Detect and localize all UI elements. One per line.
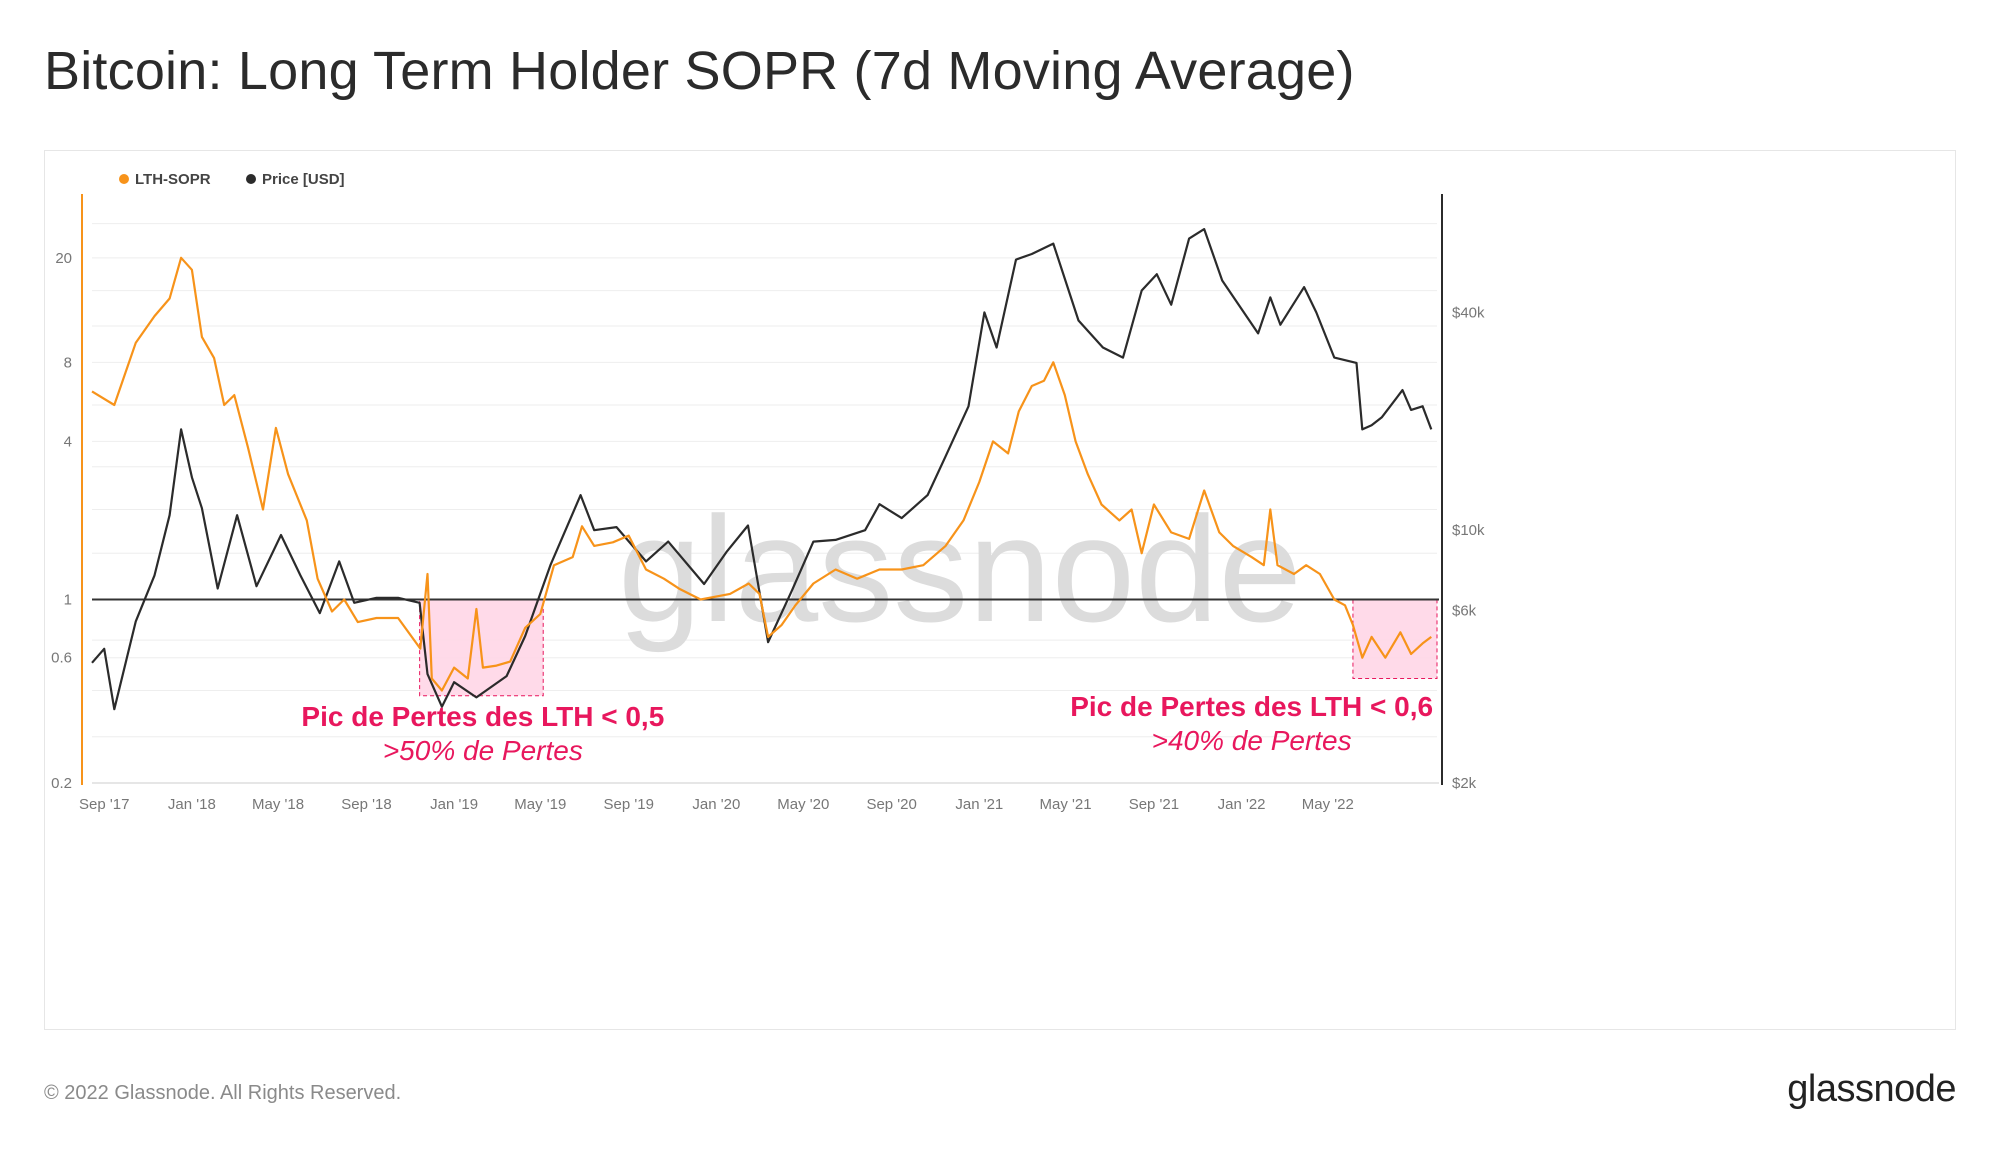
x-tick-label: Sep '21 <box>1129 796 1179 813</box>
chart-svg[interactable]: LTH-SOPR Price [USD] glassnode Sep '17 Ja… <box>45 151 1955 1029</box>
legend-dot-lth-sopr <box>119 174 129 184</box>
x-tick-label: Sep '19 <box>604 796 654 813</box>
chart-frame: LTH-SOPR Price [USD] glassnode Sep '17 Ja… <box>44 150 1956 1030</box>
annotations: Pic de Pertes des LTH < 0,5>50% de Perte… <box>301 691 1433 766</box>
legend-label-price: Price [USD] <box>262 171 345 188</box>
page-title: Bitcoin: Long Term Holder SOPR (7d Movin… <box>44 41 1355 101</box>
x-tick-label: Sep '17 <box>79 796 129 813</box>
x-tick-label: May '22 <box>1302 796 1354 813</box>
y-right-tick-label: $40k <box>1452 304 1485 321</box>
y-left-tick-label: 20 <box>55 250 72 267</box>
x-tick-label: Jan '19 <box>430 796 478 813</box>
x-tick-label: May '21 <box>1040 796 1092 813</box>
x-tick-label: Jan '22 <box>1218 796 1266 813</box>
y-right-tick-label: $6k <box>1452 602 1477 619</box>
y-left-tick-label: 1 <box>64 591 72 608</box>
x-tick-label: Jan '20 <box>692 796 740 813</box>
legend-label-lth-sopr: LTH-SOPR <box>135 171 211 188</box>
legend-item-lth-sopr[interactable]: LTH-SOPR <box>119 171 211 188</box>
lth-sopr-line <box>91 256 1432 692</box>
x-tick-label: Sep '18 <box>341 796 391 813</box>
watermark: glassnode <box>618 485 1302 653</box>
legend-dot-price <box>246 174 256 184</box>
axes <box>81 194 1443 785</box>
y-left-tick-label: 4 <box>64 433 72 450</box>
y-left-tick-label: 0.6 <box>51 650 72 667</box>
footer-copyright: © 2022 Glassnode. All Rights Reserved. <box>44 1082 402 1104</box>
annotation-subtitle: >50% de Pertes <box>383 735 583 766</box>
legend-item-price[interactable]: Price [USD] <box>246 171 345 188</box>
annotation-subtitle: >40% de Pertes <box>1152 725 1352 756</box>
glassnode-logo[interactable]: glassnode <box>1787 1068 1956 1110</box>
x-tick-label: May '19 <box>514 796 566 813</box>
tick-labels: Sep '17 Jan '18 May '18 Sep '18 Jan '19 May '… <box>51 250 1485 813</box>
x-tick-label: Sep '20 <box>866 796 916 813</box>
y-right-tick-label: $2k <box>1452 775 1477 792</box>
y-left-tick-label: 0.2 <box>51 775 72 792</box>
y-left-tick-label: 8 <box>64 354 72 371</box>
x-tick-label: Jan '21 <box>955 796 1003 813</box>
price-line <box>91 228 1433 711</box>
x-tick-label: May '18 <box>252 796 304 813</box>
y-right-tick-label: $10k <box>1452 522 1485 539</box>
annotation-title: Pic de Pertes des LTH < 0,5 <box>301 701 664 732</box>
x-tick-label: May '20 <box>777 796 829 813</box>
legend[interactable]: LTH-SOPR Price [USD] <box>119 171 345 188</box>
x-tick-label: Jan '18 <box>168 796 216 813</box>
loss-highlight-region <box>1352 598 1438 680</box>
series-lines <box>91 228 1433 711</box>
annotation-title: Pic de Pertes des LTH < 0,6 <box>1070 691 1433 722</box>
